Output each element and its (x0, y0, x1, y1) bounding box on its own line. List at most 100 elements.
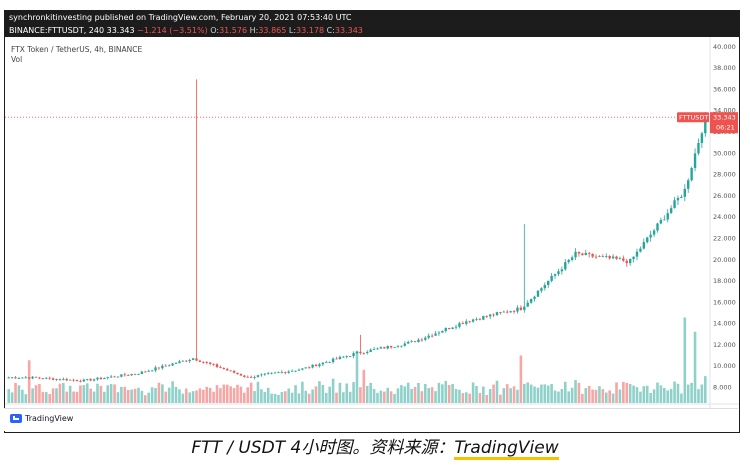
volume-bar (280, 391, 284, 403)
volume-bar (505, 384, 509, 403)
volume-bar (628, 384, 632, 403)
volume-bar (229, 386, 232, 403)
volume-bar (615, 382, 618, 403)
candle-body (202, 361, 205, 363)
volume-bar (482, 386, 485, 403)
close-value: 33.343 (334, 26, 363, 35)
volume-bar (523, 383, 526, 403)
candle-body (704, 117, 707, 134)
candle-body (577, 251, 581, 254)
volume-bar (290, 392, 294, 403)
candle-body (280, 371, 284, 373)
volume-bar (62, 383, 65, 403)
candle-body (393, 347, 396, 348)
volume-bar (485, 394, 489, 403)
volume-bar (690, 382, 693, 403)
candle-body (181, 360, 185, 362)
volume-bar (10, 392, 14, 403)
candle-body (147, 370, 150, 372)
volume-bar (113, 384, 116, 403)
publisher-bar: synchronkitinvesting published on Tradin… (5, 11, 739, 25)
caption-text: FTT / USDT 4小时图。资料来源： (191, 438, 455, 458)
price-axis[interactable]: 8.000 10.000 12.000 14.000 16.000 18.000 20.00… (713, 43, 736, 392)
candle-body (454, 326, 458, 328)
volume-bar (44, 392, 48, 403)
candle-body (611, 256, 615, 259)
volume-bar (683, 317, 687, 403)
low-label: L: (288, 26, 297, 35)
candle-body (383, 347, 386, 349)
close-label: C: (326, 26, 335, 35)
candle-body (533, 296, 536, 299)
volume-bar (673, 381, 676, 403)
volume-bar (109, 384, 113, 403)
tradingview-logo[interactable]: TradingView (10, 414, 73, 423)
y-tick-label: 30.000 (713, 149, 736, 157)
volume-bar (157, 382, 161, 403)
candle-body (133, 374, 137, 375)
candle-body (7, 377, 10, 379)
candle-body (342, 356, 345, 358)
candle-body (154, 367, 157, 371)
volume-bar (591, 389, 594, 403)
volume-layer (7, 317, 707, 403)
volume-bar (96, 383, 99, 403)
candle-body (615, 256, 618, 259)
candle-body (17, 378, 21, 379)
volume-bar (400, 385, 403, 403)
candle-body (246, 376, 249, 378)
candle-body (311, 364, 314, 368)
volume-bar (553, 390, 557, 403)
volume-bar (331, 378, 335, 403)
candle-body (376, 348, 379, 350)
candle-body (697, 142, 700, 154)
candle-body (249, 376, 253, 378)
candle-body (116, 376, 120, 378)
candle-body (212, 363, 215, 365)
candle-body (191, 358, 195, 360)
volume-bar (301, 381, 304, 403)
volume-bar (191, 391, 195, 403)
volume-bar (342, 392, 345, 403)
candle-body (519, 307, 523, 310)
candle-body (588, 252, 591, 254)
volume-bar (533, 386, 536, 403)
volume-bar (574, 380, 577, 403)
volume-bar (338, 382, 342, 403)
candle-body (51, 378, 55, 380)
candle-body (444, 328, 447, 332)
candle-body (14, 377, 17, 379)
volume-bar (362, 369, 366, 403)
y-tick-label: 24.000 (713, 213, 736, 221)
volume-bar (321, 385, 325, 403)
volume-bar (263, 391, 267, 403)
caption-source: TradingView (454, 438, 559, 460)
price-chart[interactable]: 8.000 10.000 12.000 14.000 16.000 18.000 20.00… (5, 37, 739, 419)
volume-bar (225, 384, 229, 403)
candle-body (366, 351, 369, 354)
candle-body (79, 380, 82, 382)
volume-bar (307, 393, 311, 403)
volume-bar (31, 388, 34, 403)
volume-bar (546, 385, 550, 403)
candle-body (635, 251, 639, 257)
candle-body (625, 260, 628, 264)
volume-bar (51, 388, 55, 403)
candle-body (198, 360, 202, 362)
candle-body (396, 346, 400, 348)
volume-bar (625, 382, 629, 403)
candle-body (437, 332, 441, 334)
candle-body (581, 253, 584, 256)
volume-bar (41, 391, 45, 403)
candle-body (485, 316, 488, 317)
volume-bar (594, 389, 598, 403)
symbol-label[interactable]: BINANCE:FTTUSDT, 240 (9, 26, 105, 35)
volume-bar (365, 385, 369, 403)
publisher-line: synchronkitinvesting published on Tradin… (9, 13, 352, 22)
candle-body (348, 356, 352, 357)
candle-body (369, 349, 372, 352)
volume-bar (184, 388, 188, 403)
y-tick-label: 36.000 (713, 85, 736, 93)
volume-bar (611, 393, 615, 403)
volume-bar (372, 389, 376, 403)
